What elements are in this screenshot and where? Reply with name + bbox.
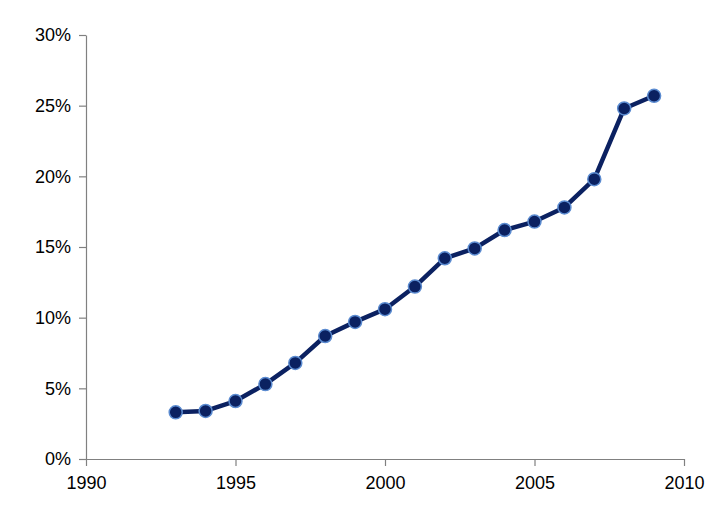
y-tick-label: 15% bbox=[35, 237, 71, 257]
y-tick-mark bbox=[79, 106, 86, 107]
marker bbox=[648, 89, 661, 102]
y-tick: 30% bbox=[35, 25, 86, 45]
marker bbox=[498, 224, 511, 237]
marker bbox=[558, 201, 571, 214]
x-tick-mark bbox=[385, 459, 386, 466]
y-tick-mark bbox=[79, 247, 86, 248]
marker bbox=[528, 215, 541, 228]
y-tick-label: 30% bbox=[35, 25, 71, 45]
y-tick-mark bbox=[79, 318, 86, 319]
x-tick-label: 2005 bbox=[515, 473, 555, 493]
y-tick-label: 20% bbox=[35, 167, 71, 187]
y-tick: 20% bbox=[35, 167, 86, 187]
line bbox=[176, 96, 654, 413]
y-tick: 25% bbox=[35, 96, 86, 116]
marker bbox=[408, 280, 421, 293]
plot-area bbox=[169, 89, 660, 419]
y-tick-label: 25% bbox=[35, 96, 71, 116]
y-tick: 15% bbox=[35, 237, 86, 257]
x-tick: 2010 bbox=[664, 459, 704, 493]
y-axis: 0% 5% 10% 15% 20% 25% 30% bbox=[35, 25, 87, 469]
x-tick-label: 2000 bbox=[365, 473, 405, 493]
x-tick: 2000 bbox=[365, 459, 405, 493]
marker bbox=[588, 173, 601, 186]
marker bbox=[468, 242, 481, 255]
marker bbox=[438, 252, 451, 265]
x-tick: 1990 bbox=[66, 459, 106, 493]
chart: 1990 1995 2000 2005 2010 0% 5% 10% 15% 20% 25% 30% bbox=[0, 0, 709, 532]
x-tick-mark bbox=[235, 459, 236, 466]
marker bbox=[618, 102, 631, 115]
marker bbox=[319, 330, 332, 343]
marker bbox=[379, 303, 392, 316]
x-tick-mark bbox=[684, 459, 685, 466]
marker bbox=[169, 406, 182, 419]
y-axis-line bbox=[86, 36, 87, 460]
y-tick-mark bbox=[79, 459, 86, 460]
y-tick: 5% bbox=[45, 379, 86, 399]
x-tick: 1995 bbox=[216, 459, 256, 493]
marker bbox=[199, 404, 212, 417]
y-tick-label: 0% bbox=[45, 449, 71, 469]
x-axis: 1990 1995 2000 2005 2010 bbox=[66, 459, 704, 493]
x-tick-mark bbox=[534, 459, 535, 466]
marker bbox=[229, 395, 242, 408]
marker bbox=[259, 378, 272, 391]
y-tick-mark bbox=[79, 388, 86, 389]
y-tick-mark bbox=[79, 35, 86, 36]
x-tick-mark bbox=[86, 459, 87, 466]
x-tick-label: 1995 bbox=[216, 473, 256, 493]
x-tick-label: 2010 bbox=[664, 473, 704, 493]
x-tick-label: 1990 bbox=[66, 473, 106, 493]
y-tick-label: 5% bbox=[45, 379, 71, 399]
x-tick: 2005 bbox=[515, 459, 555, 493]
marker bbox=[349, 315, 362, 328]
marker bbox=[289, 356, 302, 369]
y-tick-label: 10% bbox=[35, 308, 71, 328]
y-tick: 0% bbox=[45, 449, 86, 469]
y-tick-mark bbox=[79, 176, 86, 177]
y-tick: 10% bbox=[35, 308, 86, 328]
